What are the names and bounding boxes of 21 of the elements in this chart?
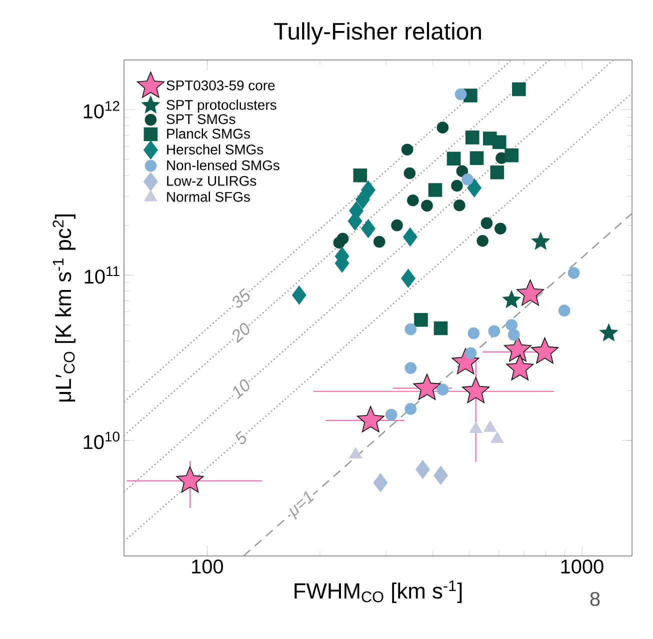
chart-title: Tully-Fisher relation	[274, 22, 481, 44]
text: 8	[590, 592, 600, 606]
text: 20	[232, 323, 250, 344]
legend-label: SPT0303-59 core	[166, 80, 275, 90]
legend-label: SPT SMGs	[166, 114, 236, 124]
legend-label: Herschel SMGs	[167, 144, 264, 154]
x-tick-label: 1000	[561, 560, 604, 574]
text: 35	[232, 288, 250, 308]
y-axis-title: μL′$_{CO}$ [K km s$^{-1}$ pc$^{2}$]	[52, 214, 76, 402]
legend-label: Planck SMGs	[167, 128, 250, 139]
legend-label: Low-z ULIRGs	[167, 176, 256, 186]
y-tick-label: 10$^{11}$	[84, 266, 120, 284]
legend-label: Normal SFGs	[167, 192, 250, 202]
legend-label: SPT protoclusters	[166, 100, 276, 113]
text: 10	[233, 379, 250, 399]
y-tick-label: 10$^{10}$	[84, 432, 120, 450]
y-tick-label: 10$^{12}$	[84, 101, 120, 118]
x-axis-title: FWHM$_{CO}$ [km s$^{-1}$]	[294, 580, 462, 604]
x-tick-label: 100	[192, 560, 223, 574]
legend-label: Non-lensed SMGs	[167, 160, 280, 170]
text: 5	[236, 430, 246, 444]
